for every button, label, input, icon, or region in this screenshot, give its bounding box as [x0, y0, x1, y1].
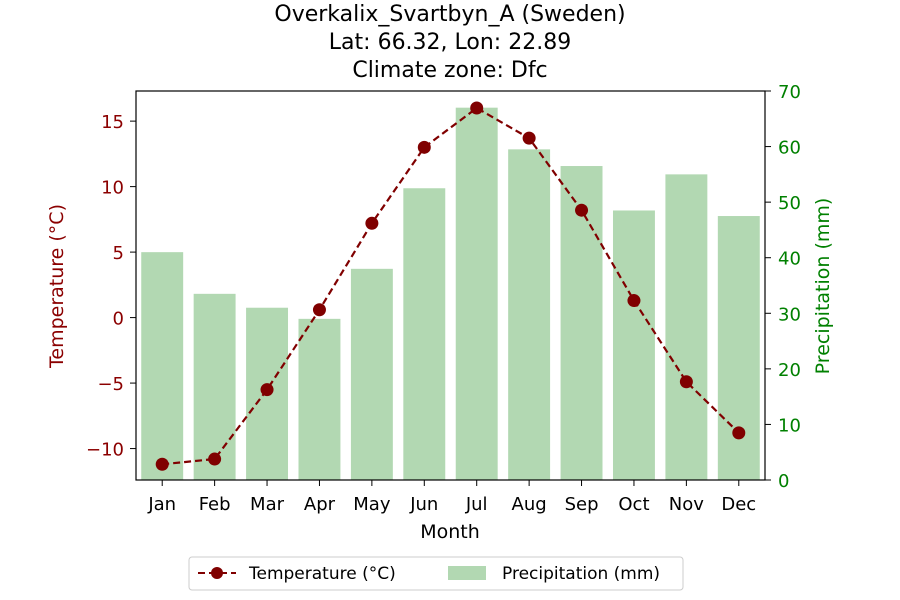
title-line-2: Lat: 66.32, Lon: 22.89 [329, 30, 571, 55]
precipitation-bar-apr [298, 318, 341, 480]
temperature-point-jul [470, 101, 484, 115]
month-tick-label: Nov [669, 494, 704, 515]
precipitation-bar-may [350, 268, 393, 480]
precipitation-tick-label: 30 [778, 304, 801, 325]
temperature-axis: 15 10 5 0 −5 −10 [86, 112, 136, 461]
left-axis-label: Temperature (°C) [46, 204, 68, 369]
precipitation-bars [141, 107, 760, 481]
month-tick-label: Aug [512, 494, 547, 515]
month-tick-label: Jun [409, 494, 438, 515]
temperature-point-jun [417, 140, 431, 154]
temperature-point-dec [732, 426, 746, 440]
temperature-tick-label: 15 [101, 112, 124, 133]
precipitation-tick-label: 20 [778, 360, 801, 381]
month-tick-label: Feb [199, 494, 231, 515]
precipitation-bar-jan [141, 252, 184, 480]
legend-precipitation-swatch [448, 566, 486, 580]
precipitation-tick-label: 50 [778, 193, 801, 214]
legend-precipitation-label: Precipitation (mm) [502, 564, 660, 584]
temperature-tick-label: 5 [113, 243, 124, 264]
precipitation-bar-sep [560, 166, 603, 480]
precipitation-tick-label: 60 [778, 138, 801, 159]
precipitation-axis: 70 60 50 40 30 20 10 0 [765, 82, 801, 492]
precipitation-tick-label: 70 [778, 82, 801, 103]
temperature-point-feb [208, 452, 222, 466]
plot-frame [135, 90, 766, 481]
month-tick-label: Mar [250, 494, 285, 515]
right-axis-label: Precipitation (mm) [812, 198, 834, 375]
precipitation-bar-dec [717, 216, 760, 481]
temperature-tick-label: −10 [86, 440, 124, 461]
temperature-point-sep [575, 203, 589, 217]
temperature-point-nov [679, 375, 693, 389]
precipitation-tick-label: 0 [778, 471, 789, 492]
legend-temperature-marker [211, 567, 223, 579]
month-tick-label: Sep [565, 494, 599, 515]
temperature-tick-label: 0 [113, 309, 124, 330]
title-line-3: Climate zone: Dfc [352, 58, 547, 83]
temperature-series [155, 101, 746, 471]
temperature-tick-label: 10 [101, 178, 124, 199]
temperature-point-apr [312, 303, 326, 317]
month-axis: Jan Feb Mar Apr May Jun Jul Aug Sep Oct Nov Dec [147, 480, 756, 515]
legend: Temperature (°C) Precipitation (mm) [188, 556, 684, 591]
temperature-point-oct [627, 294, 641, 308]
legend-temperature-label: Temperature (°C) [248, 564, 396, 584]
precipitation-bar-nov [665, 174, 708, 480]
chart-title: Overkalix_Svartbyn_A (Sweden) Lat: 66.32… [274, 2, 625, 83]
precipitation-bar-jul [455, 107, 498, 481]
month-tick-label: Jul [465, 494, 488, 515]
temperature-line [162, 106, 740, 466]
x-axis-label: Month [420, 521, 480, 543]
temperature-point-aug [522, 131, 536, 145]
precipitation-bar-aug [508, 149, 551, 480]
month-tick-label: May [353, 494, 391, 515]
month-tick-label: Dec [721, 494, 756, 515]
month-tick-label: Oct [618, 494, 649, 515]
temperature-point-jan [155, 457, 169, 471]
temperature-point-mar [260, 383, 274, 397]
temperature-point-may [365, 216, 379, 230]
title-line-1: Overkalix_Svartbyn_A (Sweden) [274, 2, 625, 27]
precipitation-tick-label: 10 [778, 415, 801, 436]
month-tick-label: Apr [304, 494, 336, 515]
legend-box [188, 556, 684, 591]
precipitation-tick-label: 40 [778, 249, 801, 270]
precipitation-bar-oct [612, 210, 655, 480]
temperature-tick-label: −5 [97, 374, 124, 395]
precipitation-bar-jun [403, 188, 446, 480]
precipitation-bar-feb [193, 293, 236, 480]
month-tick-label: Jan [147, 494, 176, 515]
